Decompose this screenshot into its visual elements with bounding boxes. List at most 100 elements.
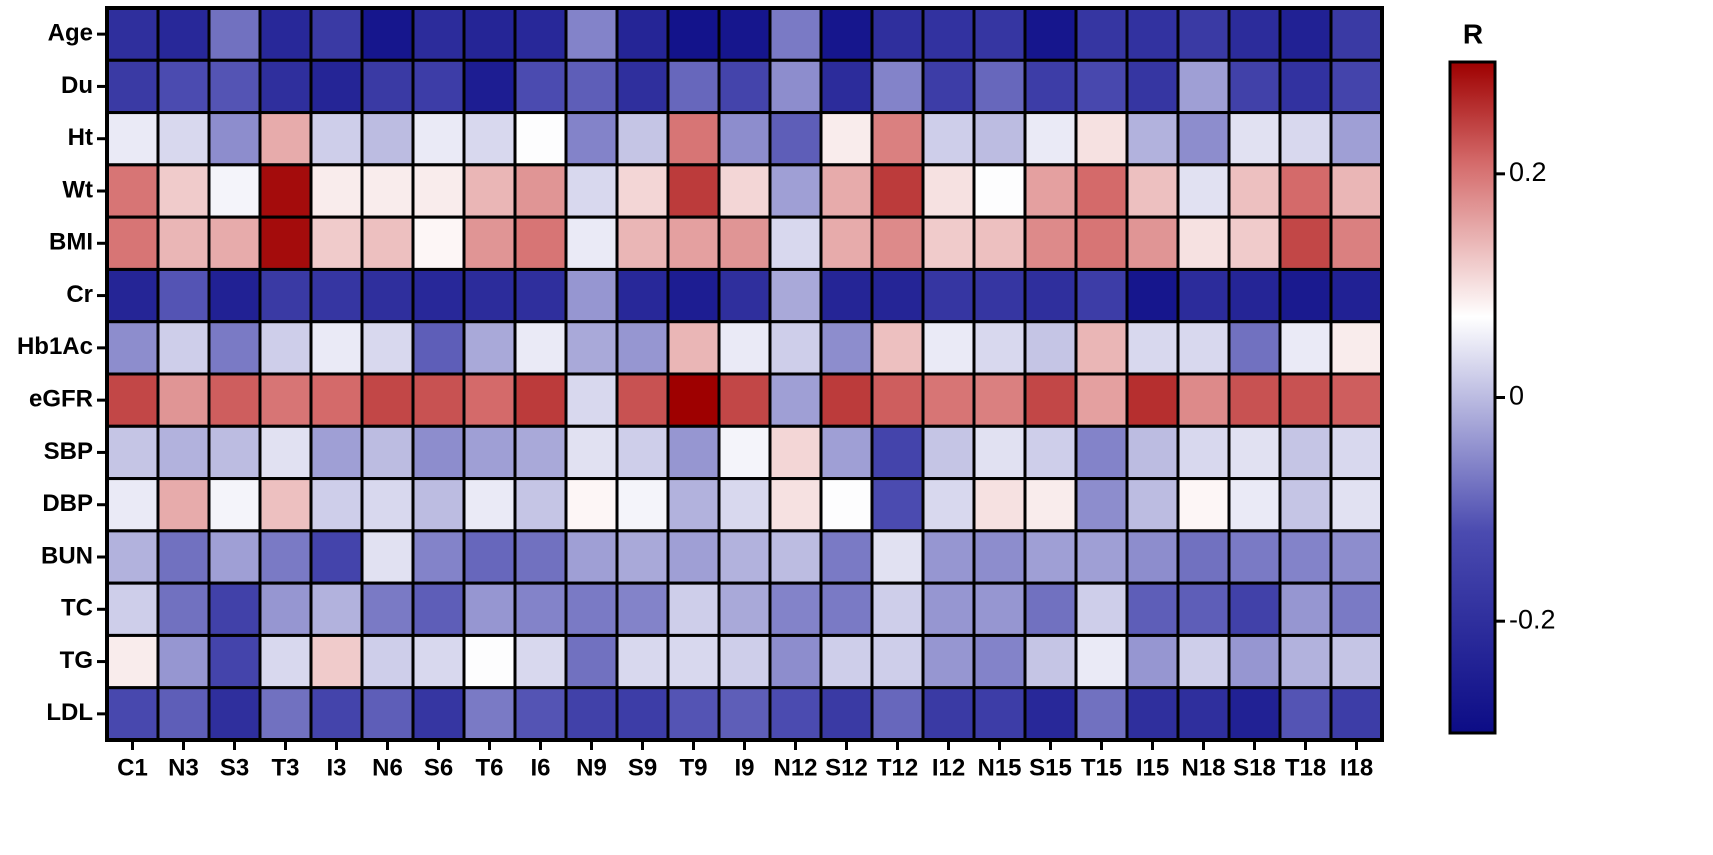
heatmap-cell bbox=[462, 372, 517, 428]
heatmap-cell bbox=[207, 581, 262, 637]
heatmap-cell bbox=[972, 686, 1027, 742]
x-tick-label: I6 bbox=[530, 754, 550, 781]
heatmap-cell bbox=[1227, 581, 1282, 637]
heatmap-cell bbox=[156, 424, 211, 481]
heatmap-cell bbox=[819, 267, 874, 324]
heatmap-cell bbox=[1329, 6, 1384, 62]
heatmap-cell bbox=[156, 6, 211, 62]
heatmap-cell bbox=[207, 477, 262, 533]
y-tick-label: SBP bbox=[44, 438, 93, 465]
heatmap-cell bbox=[819, 529, 874, 585]
heatmap-cell bbox=[1023, 372, 1078, 428]
heatmap-cell bbox=[513, 529, 568, 585]
heatmap-cell bbox=[717, 6, 772, 62]
heatmap-cell bbox=[1074, 372, 1129, 428]
heatmap-cell bbox=[768, 163, 823, 219]
heatmap-cell bbox=[1329, 477, 1384, 533]
heatmap-cell bbox=[1074, 424, 1129, 481]
heatmap-cell bbox=[615, 686, 670, 742]
heatmap-cell bbox=[1227, 633, 1282, 690]
heatmap-cell bbox=[717, 633, 772, 690]
heatmap-cell bbox=[1227, 424, 1282, 481]
heatmap-cell bbox=[207, 111, 262, 167]
heatmap-cell bbox=[972, 320, 1027, 376]
heatmap-cell bbox=[666, 372, 721, 428]
x-tick-label: I12 bbox=[932, 754, 965, 781]
heatmap-cell bbox=[1278, 424, 1333, 481]
heatmap-cell bbox=[666, 477, 721, 533]
heatmap-cell bbox=[717, 58, 772, 115]
heatmap-cell bbox=[1176, 633, 1231, 690]
colorbar bbox=[1448, 60, 1497, 735]
heatmap-cell bbox=[207, 372, 262, 428]
heatmap-cell bbox=[1023, 581, 1078, 637]
heatmap-cell bbox=[768, 320, 823, 376]
heatmap-cell bbox=[921, 6, 976, 62]
heatmap-cell bbox=[207, 215, 262, 271]
heatmap-cell bbox=[411, 424, 466, 481]
heatmap-cell bbox=[1074, 111, 1129, 167]
y-tick-label: TG bbox=[60, 647, 93, 674]
heatmap-cell bbox=[717, 477, 772, 533]
y-tick-label: DBP bbox=[42, 490, 93, 517]
heatmap-cell bbox=[819, 111, 874, 167]
heatmap-cell bbox=[870, 686, 925, 742]
heatmap-cell bbox=[1227, 477, 1282, 533]
heatmap-cell bbox=[870, 163, 925, 219]
heatmap-cell bbox=[462, 686, 517, 742]
heatmap-cell bbox=[1176, 58, 1231, 115]
heatmap-cell bbox=[1074, 58, 1129, 115]
x-tick-label: S3 bbox=[220, 754, 249, 781]
heatmap-cell bbox=[768, 529, 823, 585]
heatmap-cell bbox=[564, 686, 619, 742]
y-tick-label: eGFR bbox=[29, 385, 93, 412]
heatmap-cell bbox=[105, 111, 160, 167]
heatmap-cell bbox=[1278, 529, 1333, 585]
heatmap-cell bbox=[309, 424, 364, 481]
heatmap-cell bbox=[309, 372, 364, 428]
heatmap-cell bbox=[1125, 111, 1180, 167]
heatmap-cell bbox=[1023, 215, 1078, 271]
heatmap-cell bbox=[105, 58, 160, 115]
heatmap-cell bbox=[564, 6, 619, 62]
heatmap-cell bbox=[411, 581, 466, 637]
heatmap-cell bbox=[105, 6, 160, 62]
heatmap-cell bbox=[411, 6, 466, 62]
heatmap-cell bbox=[105, 477, 160, 533]
heatmap-cell bbox=[207, 267, 262, 324]
heatmap-cell bbox=[309, 163, 364, 219]
heatmap-cell bbox=[870, 529, 925, 585]
heatmap-cell bbox=[258, 581, 313, 637]
heatmap-cell bbox=[360, 58, 415, 115]
heatmap-cell bbox=[972, 111, 1027, 167]
y-tick-label: Cr bbox=[66, 281, 93, 308]
heatmap-cell bbox=[513, 372, 568, 428]
heatmap-cell bbox=[1125, 215, 1180, 271]
heatmap-cell bbox=[258, 529, 313, 585]
heatmap-cell bbox=[1227, 686, 1282, 742]
heatmap-cell bbox=[768, 581, 823, 637]
heatmap-cell bbox=[1074, 477, 1129, 533]
heatmap-cell bbox=[972, 6, 1027, 62]
heatmap-cell bbox=[411, 267, 466, 324]
heatmap-cell bbox=[1074, 633, 1129, 690]
heatmap-cell bbox=[411, 529, 466, 585]
heatmap-cell bbox=[360, 581, 415, 637]
heatmap-cell bbox=[360, 477, 415, 533]
heatmap-cell bbox=[105, 372, 160, 428]
heatmap-cell bbox=[309, 686, 364, 742]
heatmap-cell bbox=[156, 58, 211, 115]
heatmap-cell bbox=[360, 6, 415, 62]
heatmap-cell bbox=[411, 477, 466, 533]
heatmap-cell bbox=[1227, 58, 1282, 115]
y-tick-label: Wt bbox=[62, 176, 93, 203]
heatmap-cell bbox=[309, 267, 364, 324]
heatmap-cell bbox=[309, 6, 364, 62]
heatmap-cell bbox=[1023, 477, 1078, 533]
heatmap-cell bbox=[870, 372, 925, 428]
heatmap-cell bbox=[1278, 320, 1333, 376]
heatmap-cell bbox=[1074, 6, 1129, 62]
heatmap-cell bbox=[819, 215, 874, 271]
heatmap-cell bbox=[360, 163, 415, 219]
heatmap-cell bbox=[615, 633, 670, 690]
